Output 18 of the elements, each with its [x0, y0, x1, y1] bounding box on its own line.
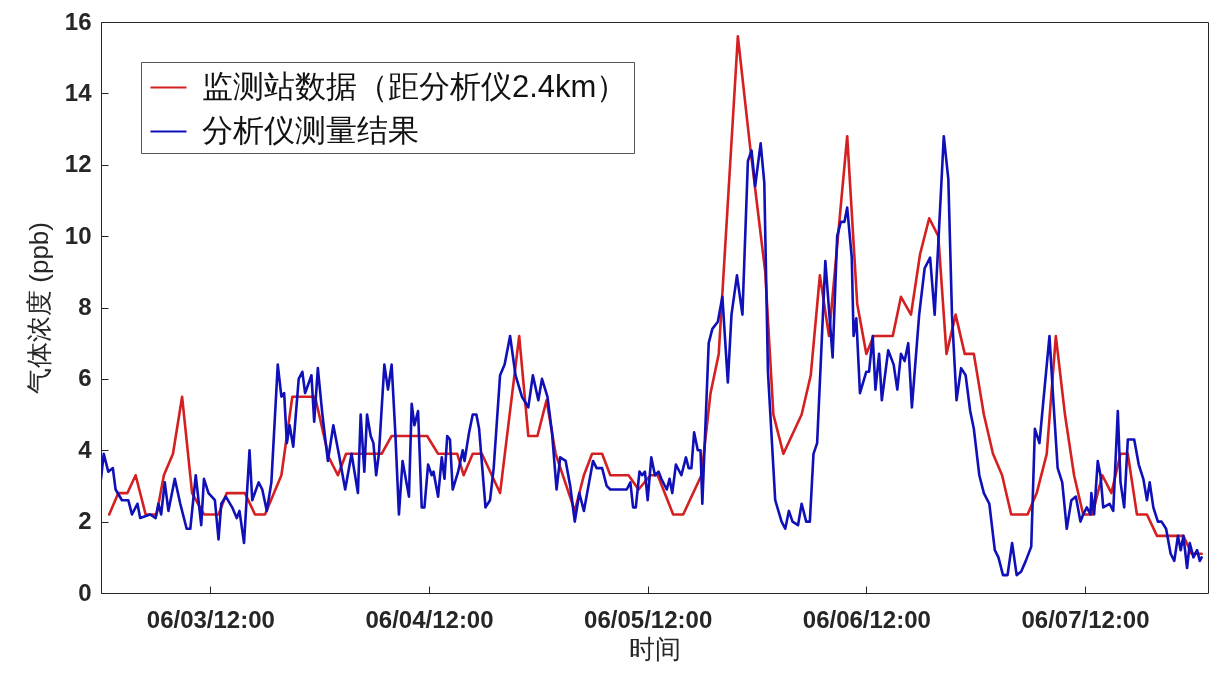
y-tick-label: 16 [64, 7, 92, 35]
legend-label: 分析仪测量结果 [202, 112, 419, 148]
y-tick-label: 0 [78, 578, 92, 606]
legend-label: 监测站数据（距分析仪2.4km） [202, 68, 628, 104]
x-tick-label: 06/03/12:00 [146, 605, 275, 633]
x-tick-label: 06/07/12:00 [1021, 605, 1150, 633]
y-tick-label: 2 [78, 507, 92, 535]
x-tick-label: 06/06/12:00 [802, 605, 931, 633]
y-axis-title: 气体浓度 (ppb) [23, 222, 54, 394]
y-tick-label: 10 [64, 221, 92, 249]
y-tick-label: 14 [64, 78, 93, 106]
x-axis-title: 时间 [629, 633, 681, 664]
y-tick-label: 6 [78, 364, 92, 392]
x-tick-label: 06/04/12:00 [365, 605, 494, 633]
y-tick-label: 8 [78, 293, 92, 320]
x-tick-label: 06/05/12:00 [584, 605, 713, 633]
y-tick-label: 12 [64, 150, 92, 178]
y-tick-label: 4 [78, 435, 93, 463]
